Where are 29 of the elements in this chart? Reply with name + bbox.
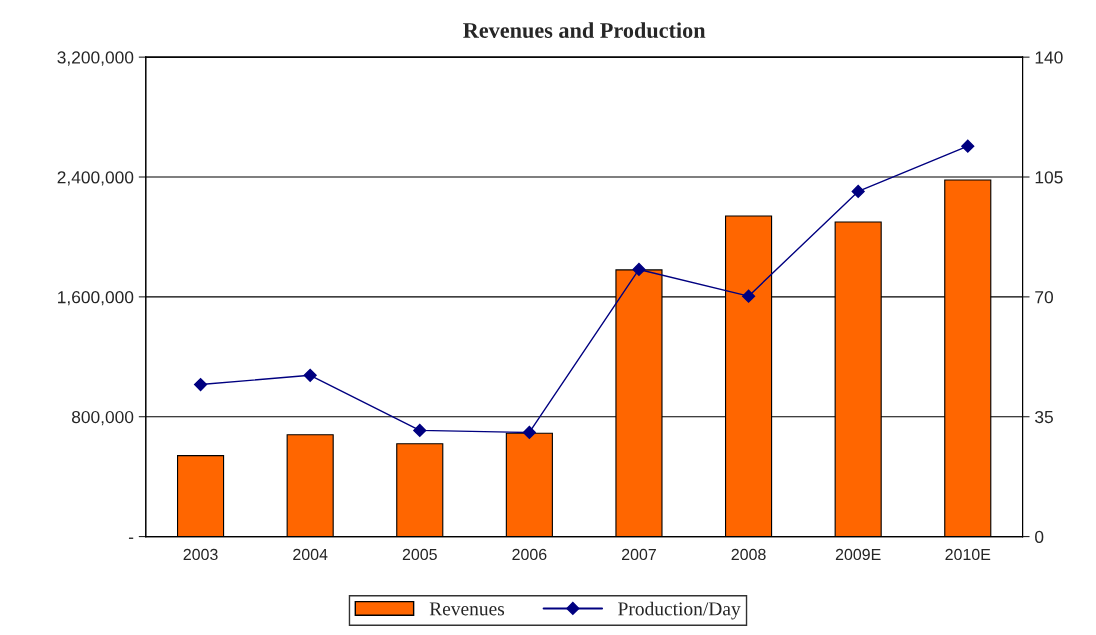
y-tick-label: 800,000	[71, 410, 134, 426]
point	[303, 368, 317, 382]
y-tick-label: -	[128, 537, 134, 539]
legend-label: Production/Day	[618, 601, 741, 620]
x-tick-label: 2010E	[945, 548, 991, 561]
y2-tick-label: 105	[1035, 171, 1063, 184]
x-tick-label: 2004	[293, 548, 328, 561]
x-tick-label: 2009E	[835, 548, 881, 561]
x-tick-label: 2006	[512, 548, 547, 561]
x-tick-label: 2003	[183, 548, 218, 561]
chart-title: Revenues and Production	[463, 22, 706, 38]
y2-tick-label: 0	[1035, 530, 1044, 544]
legend-label: Revenues	[429, 602, 505, 616]
point	[522, 425, 536, 440]
point	[632, 262, 646, 277]
y-tick-label: 1,600,000	[58, 291, 134, 306]
y2-tick-label: 35	[1035, 410, 1053, 424]
point	[193, 377, 208, 392]
point	[851, 184, 865, 198]
point	[741, 289, 756, 303]
x-tick-label: 2008	[731, 548, 766, 561]
point	[413, 423, 427, 438]
point	[961, 139, 975, 153]
y2-tick-label: 140	[1035, 51, 1063, 64]
x-tick-label: 2007	[622, 548, 656, 561]
y-tick-label: 3,200,000	[57, 51, 134, 66]
x-tick-label: 2005	[402, 548, 437, 561]
y-tick-label: 2,400,000	[57, 171, 134, 186]
y2-tick-label: 70	[1035, 291, 1054, 304]
